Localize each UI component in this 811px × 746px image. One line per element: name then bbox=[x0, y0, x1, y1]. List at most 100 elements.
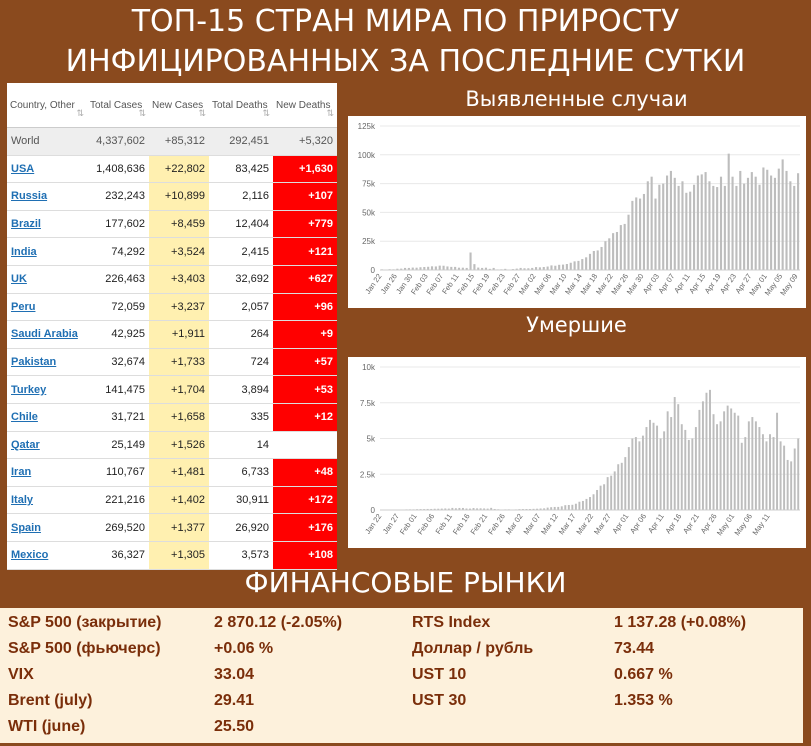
market-label: UST 10 bbox=[412, 666, 467, 683]
chart-bar bbox=[550, 507, 553, 510]
country-link[interactable]: USA bbox=[11, 162, 35, 175]
country-link[interactable]: Italy bbox=[11, 494, 34, 507]
chart-bar bbox=[569, 262, 572, 270]
chart-bar bbox=[523, 268, 526, 270]
chart-bar bbox=[723, 411, 726, 510]
cell-new-cases: +1,377 bbox=[149, 513, 209, 542]
chart-bar bbox=[434, 266, 437, 270]
cell-new-deaths: +108 bbox=[273, 541, 337, 570]
chart-bar bbox=[624, 457, 627, 510]
country-link[interactable]: India bbox=[11, 245, 37, 258]
header-country[interactable]: Country, Other ⇅ bbox=[7, 83, 87, 128]
country-link[interactable]: Brazil bbox=[11, 218, 41, 231]
market-label: RTS Index bbox=[412, 614, 491, 631]
chart-bar bbox=[543, 508, 546, 510]
cell-total-cases: 110,767 bbox=[87, 458, 149, 487]
cell-total-cases: 1,408,636 bbox=[87, 155, 149, 184]
chart-bar bbox=[694, 427, 697, 510]
x-tick-label: Feb 16 bbox=[451, 512, 472, 536]
cell-country: Brazil bbox=[7, 210, 87, 239]
country-link[interactable]: Peru bbox=[11, 300, 36, 313]
header-new-cases[interactable]: New Cases ⇅ bbox=[149, 83, 209, 128]
header-total-cases[interactable]: Total Cases ⇅ bbox=[87, 83, 149, 128]
chart-bar bbox=[472, 508, 475, 510]
chart-bar bbox=[673, 397, 676, 510]
sort-icon[interactable]: ⇅ bbox=[138, 108, 146, 118]
cases-chart-title: Выявленные случаи bbox=[465, 87, 688, 111]
x-tick-label: Feb 26 bbox=[486, 512, 507, 536]
market-label: VIX bbox=[8, 666, 34, 683]
chart-bar bbox=[746, 177, 750, 270]
table-row: Chile 31,721 +1,658 335 +12 bbox=[7, 403, 337, 432]
chart-bar bbox=[762, 167, 765, 270]
cell-new-cases: +3,403 bbox=[149, 265, 209, 294]
x-tick-label: Mar 12 bbox=[539, 512, 560, 536]
sort-icon[interactable]: ⇅ bbox=[326, 108, 334, 118]
chart-bar bbox=[704, 172, 707, 270]
table-row: UK 226,463 +3,403 32,692 +627 bbox=[7, 265, 337, 294]
chart-bar bbox=[709, 389, 711, 510]
cell-new-deaths: +48 bbox=[273, 458, 337, 487]
markets-title: ФИНАНСОВЫЕ РЫНКИ bbox=[244, 566, 567, 599]
country-link[interactable]: Turkey bbox=[11, 383, 47, 396]
country-link[interactable]: UK bbox=[11, 273, 27, 286]
chart-bar bbox=[708, 181, 711, 270]
chart-bar bbox=[776, 412, 779, 510]
country-link[interactable]: Chile bbox=[11, 411, 38, 424]
sort-icon[interactable]: ⇅ bbox=[262, 108, 270, 118]
chart-bar bbox=[433, 508, 436, 510]
table-row: India 74,292 +3,524 2,415 +121 bbox=[7, 237, 337, 266]
chart-bar bbox=[680, 424, 683, 510]
country-link[interactable]: Mexico bbox=[11, 549, 49, 562]
sort-icon[interactable]: ⇅ bbox=[76, 108, 84, 118]
chart-bar bbox=[599, 485, 602, 510]
chart-bar bbox=[481, 267, 484, 270]
country-link[interactable]: Pakistan bbox=[11, 356, 57, 369]
cell-new-deaths: +107 bbox=[273, 182, 337, 211]
chart-bar bbox=[554, 265, 557, 270]
chart-bar bbox=[515, 268, 518, 270]
chart-bar bbox=[758, 427, 761, 510]
cell-new-cases: +1,704 bbox=[149, 375, 209, 404]
y-tick-label: 2.5k bbox=[360, 470, 376, 479]
cell-new-cases: +1,526 bbox=[149, 431, 209, 460]
table-row: USA 1,408,636 +22,802 83,425 +1,630 bbox=[7, 155, 337, 184]
chart-bar bbox=[444, 508, 447, 510]
country-link[interactable]: Saudi Arabia bbox=[11, 328, 78, 341]
header-total-cases-label: Total Cases bbox=[90, 99, 143, 111]
header-new-deaths[interactable]: New Deaths ⇅ bbox=[273, 83, 337, 128]
cell-total-deaths: 3,573 bbox=[209, 541, 273, 570]
cell-new-deaths: +9 bbox=[273, 320, 337, 349]
cell-total-deaths: 83,425 bbox=[209, 155, 273, 184]
chart-bar bbox=[669, 170, 672, 270]
sort-icon[interactable]: ⇅ bbox=[198, 108, 206, 118]
country-link[interactable]: Russia bbox=[11, 190, 48, 203]
market-value: +0.06 % bbox=[214, 640, 274, 657]
chart-bar bbox=[536, 508, 539, 510]
chart-bar bbox=[770, 175, 773, 270]
country-link[interactable]: Spain bbox=[11, 521, 41, 534]
markets-panel: S&P 500 (закрытие) 2 870.12 (-2.05%) S&P… bbox=[0, 608, 803, 743]
country-link[interactable]: Iran bbox=[11, 466, 32, 479]
country-link[interactable]: Qatar bbox=[11, 438, 40, 451]
table-row: Turkey 141,475 +1,704 3,894 +53 bbox=[7, 375, 337, 404]
chart-bar bbox=[596, 250, 599, 270]
cell-new-cases: +3,524 bbox=[149, 237, 209, 266]
header-total-deaths[interactable]: Total Deaths ⇅ bbox=[209, 83, 273, 128]
chart-bar bbox=[473, 264, 476, 270]
chart-bar bbox=[656, 425, 659, 510]
chart-bar bbox=[727, 153, 730, 270]
cell-new-deaths: +12 bbox=[273, 403, 337, 432]
chart-bar bbox=[411, 267, 414, 270]
chart-bar bbox=[754, 421, 757, 510]
chart-bar bbox=[634, 437, 637, 510]
y-tick-label: 25k bbox=[362, 237, 376, 246]
chart-bar bbox=[454, 508, 457, 510]
x-tick-label: Mar 22 bbox=[574, 512, 595, 536]
cell-country: UK bbox=[7, 265, 87, 294]
header-country-label: Country, Other bbox=[10, 99, 75, 111]
chart-bar bbox=[619, 225, 622, 270]
chart-bar bbox=[747, 421, 750, 510]
cell-total-cases: 74,292 bbox=[87, 237, 149, 266]
